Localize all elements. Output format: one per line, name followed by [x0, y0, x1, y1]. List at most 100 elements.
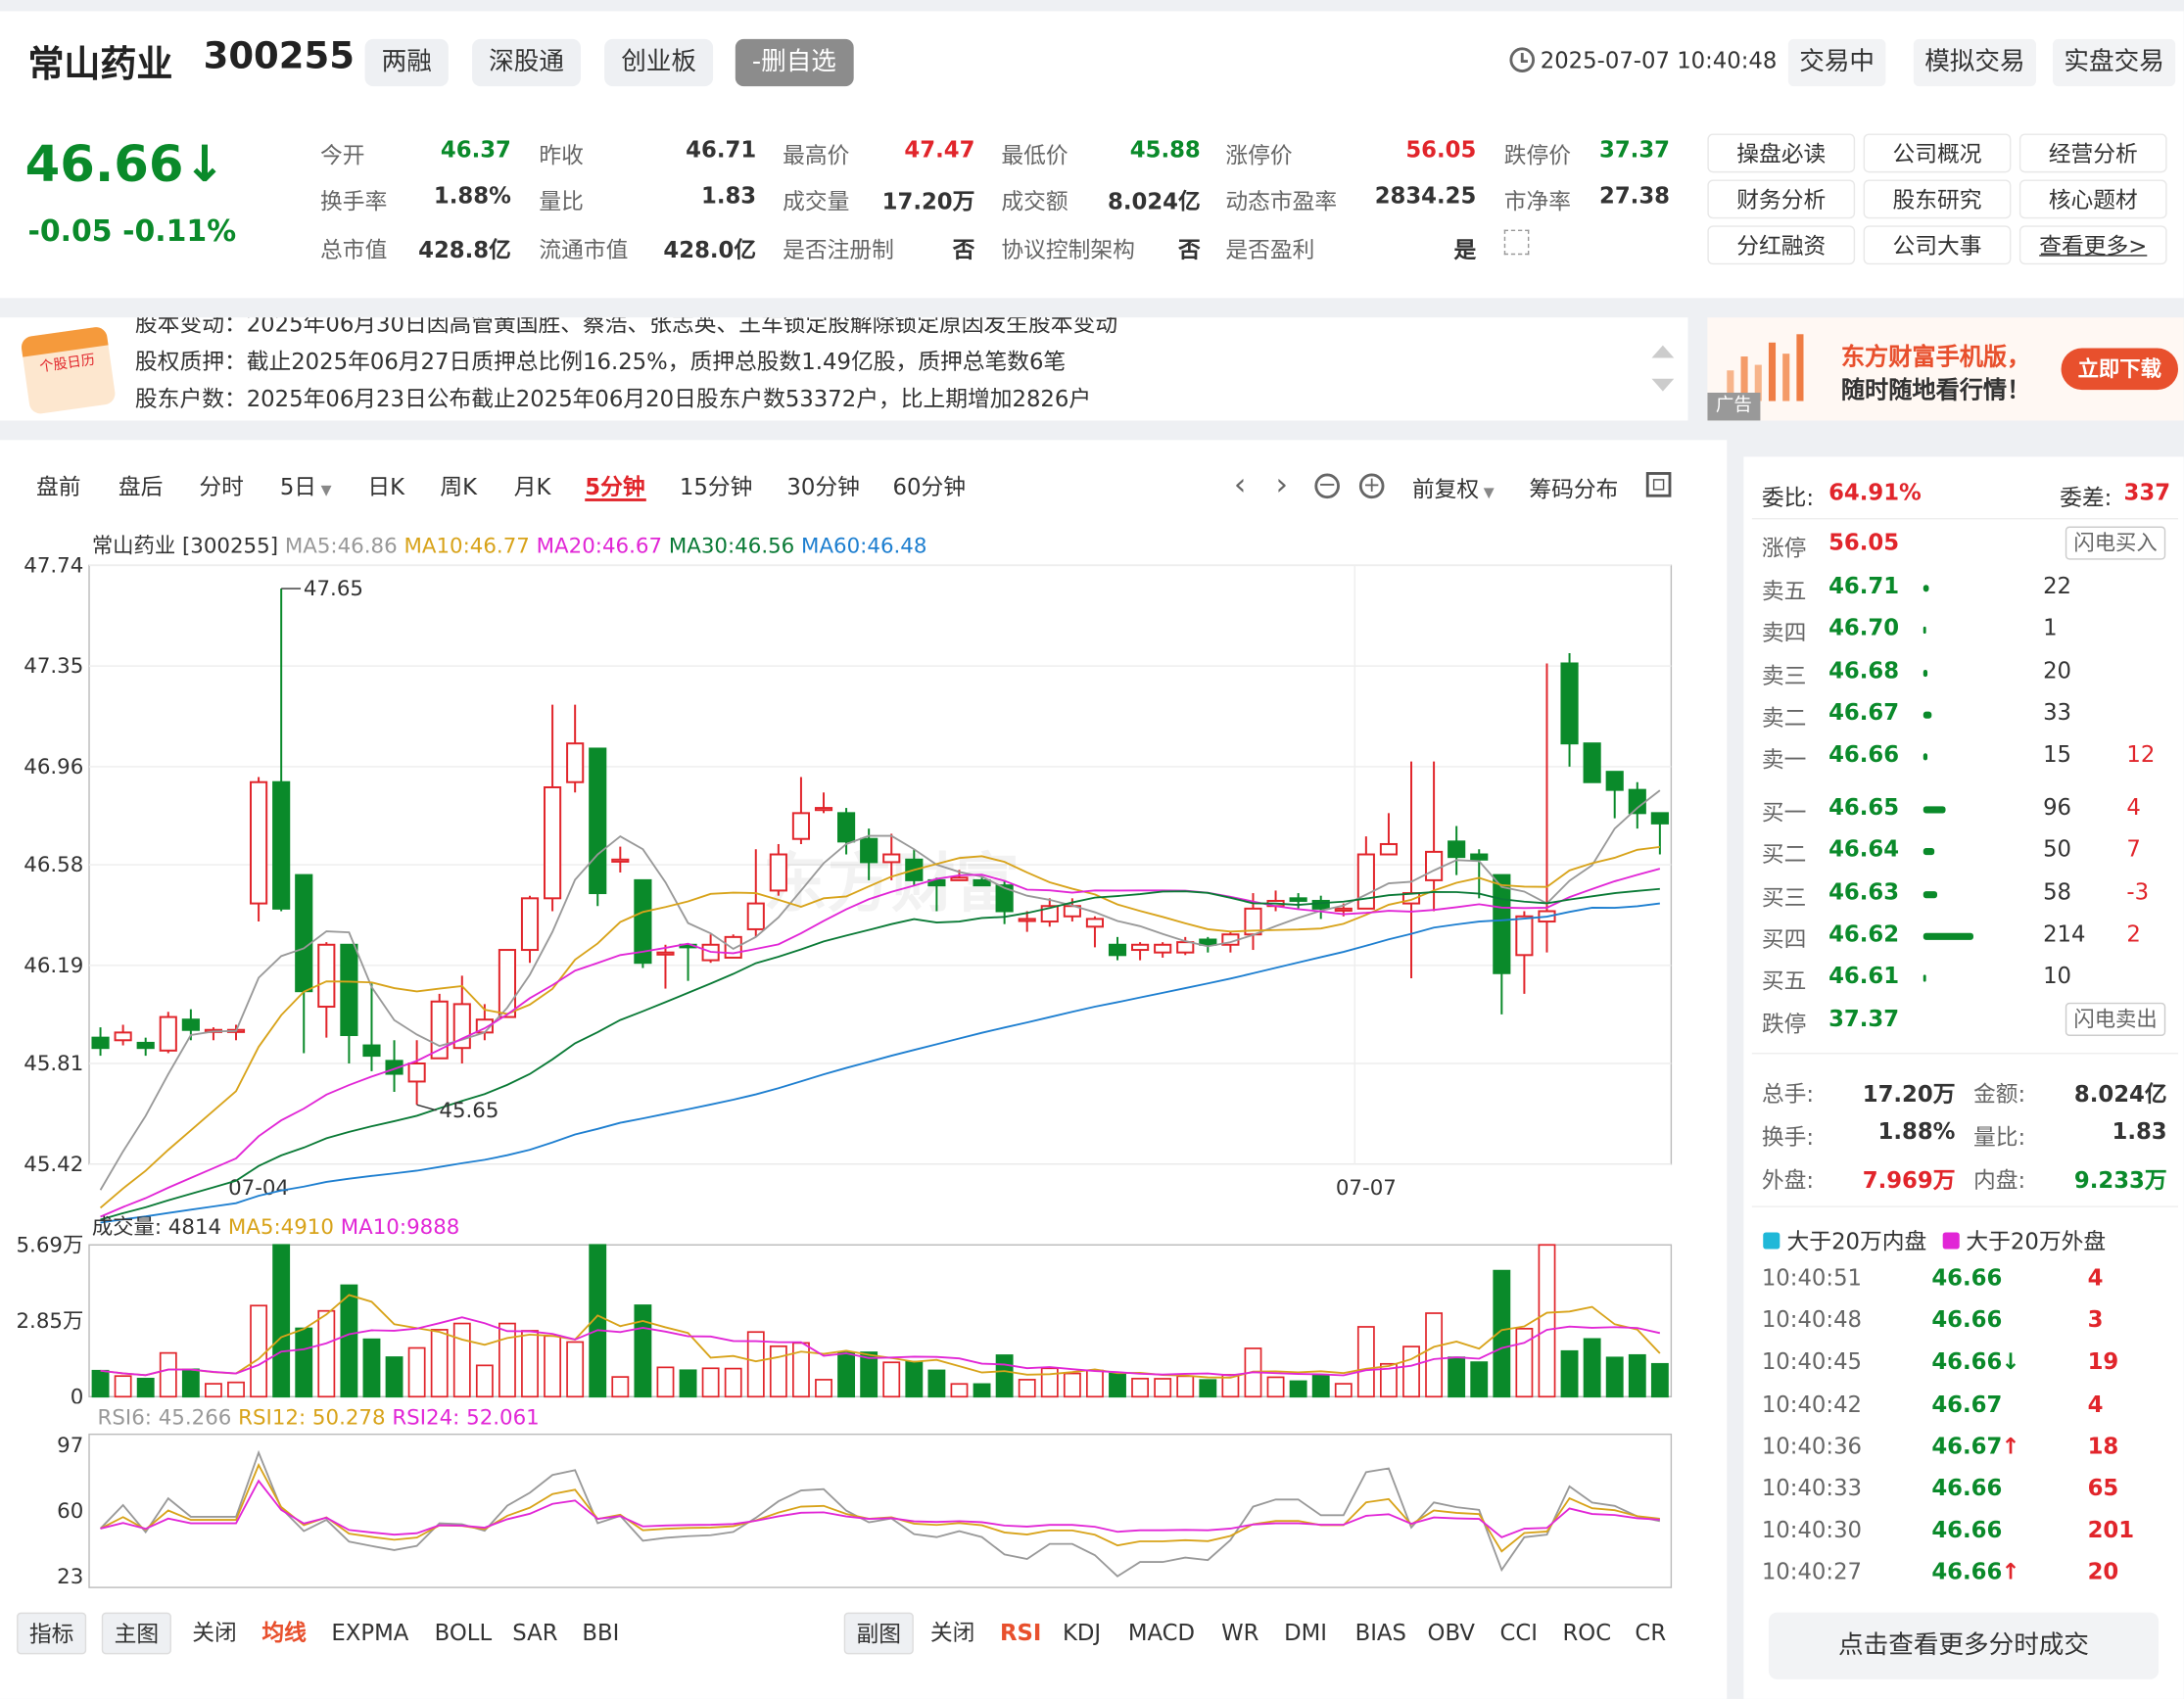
active-tab-underline [585, 498, 646, 501]
ask-level[interactable]: 卖三 46.68 20 [1762, 657, 2180, 699]
quote-value: 否 [1177, 236, 1201, 263]
rsi-tick-label: 60 [57, 1499, 83, 1524]
indicator-tab[interactable]: 主图 [101, 1612, 171, 1655]
ask-level[interactable]: 卖四 46.70 1 [1762, 615, 2180, 657]
news-item[interactable]: 股权质押：截止2025年06月27日质押总比例16.25%，质押总股数1.49亿… [134, 348, 1067, 375]
market-datetime: 2025-07-07 10:40:48 [1540, 47, 1778, 74]
bid-level[interactable]: 买二 46.64 50 7 [1762, 836, 2180, 878]
news-item[interactable]: 股本变动：2025年06月30日因高管黄国胜、蔡浩、张志英、王车锁定股解除锁定原… [134, 317, 1118, 338]
vol-tick-label: 2.85万 [16, 1309, 83, 1334]
volume-bar [769, 1345, 787, 1398]
tag-cyb[interactable]: 创业板 [604, 38, 714, 87]
scroll-down-icon[interactable] [1651, 378, 1675, 392]
tick-price: 46.66 [1931, 1264, 2003, 1292]
indicator-tab[interactable]: OBV [1427, 1619, 1475, 1646]
indicator-tab[interactable]: 均线 [261, 1619, 307, 1646]
chart-tab[interactable]: 周K [440, 473, 478, 500]
f10-link[interactable]: 公司概况 [1863, 133, 2012, 173]
indicator-tab[interactable]: BOLL [434, 1619, 493, 1646]
chart-tab[interactable]: 5日 ▼ [279, 473, 332, 500]
indicator-tab[interactable]: KDJ [1062, 1619, 1102, 1646]
f10-link[interactable]: 核心题材 [2018, 179, 2167, 219]
quote-value: 428.0亿 [663, 236, 757, 263]
indicator-tab[interactable]: SAR [512, 1619, 558, 1646]
volume-bar [1628, 1353, 1646, 1398]
prev-icon[interactable]: ‹ [1233, 467, 1247, 503]
chart-tab[interactable]: 30分钟 [786, 473, 860, 500]
volume-chart[interactable]: 5.69万 2.85万 0 [0, 1234, 1727, 1403]
f10-link[interactable]: 股东研究 [1863, 179, 2012, 219]
f10-link[interactable]: 经营分析 [2018, 133, 2167, 173]
remove-watchlist-button[interactable]: -删自选 [735, 38, 853, 87]
more-ticks-button[interactable]: 点击查看更多分时成交 [1768, 1612, 2160, 1679]
flash-buy-button[interactable]: 闪电买入 [2065, 526, 2166, 560]
real-trade-button[interactable]: 实盘交易 [2053, 38, 2176, 87]
bid-level[interactable]: 买五 46.61 10 [1762, 963, 2180, 1005]
ask-level[interactable]: 卖一 46.66 15 12 [1762, 741, 2180, 783]
indicator-tab[interactable]: 副图 [843, 1612, 914, 1655]
indicator-tab[interactable]: 指标 [17, 1612, 87, 1655]
next-icon[interactable]: › [1275, 467, 1289, 503]
volume-bar [181, 1368, 200, 1398]
bid-level[interactable]: 买三 46.63 58 -3 [1762, 878, 2180, 920]
indicator-tab[interactable]: BBI [582, 1619, 620, 1646]
quote-value: 否 [952, 236, 975, 263]
f10-link[interactable]: 财务分析 [1707, 179, 1856, 219]
zoom-out-icon[interactable]: − [1314, 473, 1340, 499]
chart-tab[interactable]: 分时 [199, 473, 244, 500]
ad-banner[interactable]: 东方财富手机版， 随时随地看行情！ 立即下载 广告 [1707, 317, 2184, 421]
chart-tab[interactable]: 盘后 [118, 473, 164, 500]
indicator-tab[interactable]: EXPMA [331, 1619, 409, 1646]
adjust-select[interactable]: 前复权 ▼ [1411, 476, 1495, 503]
flash-sell-button[interactable]: 闪电卖出 [2065, 1002, 2166, 1036]
chip-distribution-button[interactable]: 筹码分布 [1529, 476, 1619, 503]
indicator-tab[interactable]: BIAS [1354, 1619, 1406, 1646]
volume-bar [566, 1341, 585, 1398]
f10-link[interactable]: 操盘必读 [1707, 133, 1856, 173]
indicator-tab[interactable]: RSI [999, 1619, 1042, 1646]
tag-rzrq[interactable]: 两融 [364, 38, 449, 87]
indicator-tab[interactable]: WR [1221, 1619, 1259, 1646]
chart-tab[interactable]: 日K [367, 473, 405, 500]
rsi-tick-label: 97 [57, 1434, 83, 1458]
level-delta: -3 [2126, 877, 2150, 905]
level-volume: 50 [2043, 835, 2072, 863]
f10-link[interactable]: 公司大事 [1863, 225, 2012, 265]
f10-link[interactable]: 查看更多> [2018, 225, 2167, 265]
indicator-tab[interactable]: CCI [1499, 1619, 1538, 1646]
chart-tab[interactable]: 月K [513, 473, 551, 500]
info-icon[interactable] [1503, 229, 1530, 256]
quote-value: 45.88 [1129, 136, 1201, 164]
rsi-chart[interactable]: 97 60 23 [0, 1432, 1727, 1593]
ask-level[interactable]: 卖五 46.71 22 [1762, 572, 2180, 614]
ad-download-button[interactable]: 立即下载 [2061, 348, 2179, 391]
indicator-tab[interactable]: 关闭 [929, 1619, 975, 1646]
volume-bar [1040, 1367, 1059, 1398]
chart-tab[interactable]: 盘前 [35, 473, 81, 500]
scroll-up-icon[interactable] [1651, 345, 1675, 358]
indicator-tab[interactable]: MACD [1127, 1619, 1196, 1646]
chart-tab[interactable]: 15分钟 [679, 473, 753, 500]
indicator-tab[interactable]: 关闭 [192, 1619, 237, 1646]
indicator-tab[interactable]: CR [1635, 1619, 1667, 1646]
zoom-in-icon[interactable]: + [1358, 473, 1385, 499]
bid-level[interactable]: 买一 46.65 96 4 [1762, 794, 2180, 836]
level-price: 46.64 [1828, 835, 1900, 863]
bid-level[interactable]: 买四 46.62 214 2 [1762, 920, 2180, 963]
tag-sgt[interactable]: 深股通 [472, 38, 581, 87]
ask-level[interactable]: 卖二 46.67 33 [1762, 699, 2180, 741]
chart-tab[interactable]: 5分钟 [585, 473, 645, 500]
indicator-tab[interactable]: ROC [1562, 1619, 1612, 1646]
quote-value: 46.71 [686, 136, 757, 164]
tick-volume: 4 [2087, 1391, 2104, 1418]
f10-link[interactable]: 分红融资 [1707, 225, 1856, 265]
indicator-tab[interactable]: DMI [1284, 1619, 1327, 1646]
fullscreen-icon[interactable] [1645, 472, 1672, 497]
mock-trade-button[interactable]: 模拟交易 [1913, 38, 2036, 87]
legend-ma5: MA5:46.86 [284, 533, 398, 559]
chart-tab[interactable]: 60分钟 [892, 473, 966, 500]
kline-chart[interactable]: 47.7447.3546.9646.5846.1945.8145.4207-04… [0, 557, 1727, 1226]
news-item[interactable]: 股东户数：2025年06月23日公布截止2025年06月20日股东户数53372… [134, 385, 1092, 412]
candle-body [520, 897, 540, 952]
volume-bar [1470, 1361, 1489, 1398]
